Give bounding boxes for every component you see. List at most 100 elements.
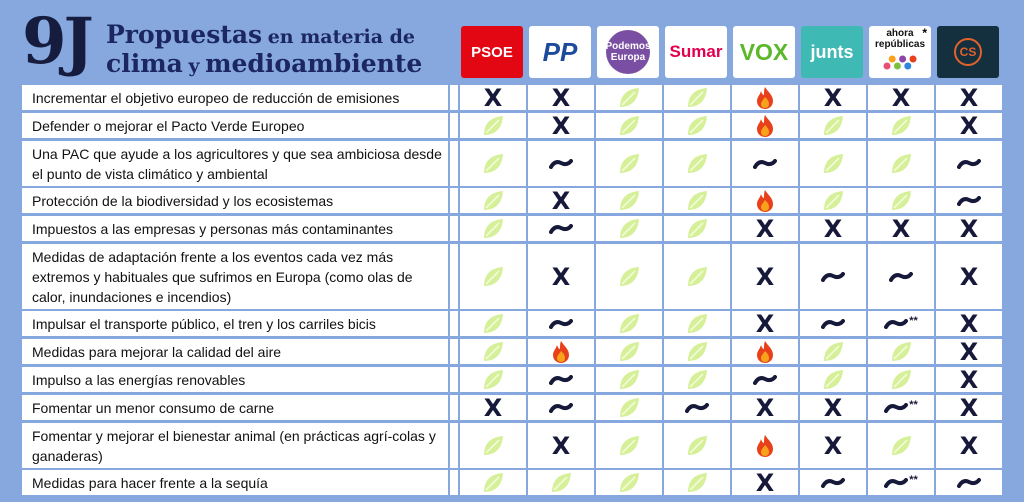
cell-psoe — [458, 141, 526, 186]
cell-sumar — [662, 311, 730, 336]
table-row: Protección de la biodiversidad y los eco… — [22, 187, 1002, 215]
leaf-icon — [892, 115, 911, 135]
leaf-icon — [484, 435, 503, 455]
table-row: Defender o mejorar el Pacto Verde Europe… — [22, 111, 1002, 140]
cell-cs — [934, 188, 1002, 213]
cell-vox: X — [730, 469, 798, 497]
cell-pp — [526, 395, 594, 420]
cell-vox — [730, 188, 798, 213]
cell-cs-x-mark: X — [959, 365, 979, 394]
cell-ahora — [866, 141, 934, 186]
logo-vox: VOX — [733, 26, 795, 78]
proposal-label: Incrementar el objetivo europeo de reduc… — [22, 85, 450, 110]
cell-vox-x-mark: X — [755, 214, 775, 243]
cell-sumar — [662, 339, 730, 364]
cell-junts — [798, 141, 866, 186]
cell-cs-x-mark: X — [959, 83, 979, 112]
cell-vox: X — [730, 244, 798, 309]
leaf-icon — [620, 397, 639, 417]
leaf-icon — [620, 472, 639, 492]
tilde-icon — [957, 195, 981, 206]
cell-cs: X — [934, 244, 1002, 309]
logo-psoe: PSOE — [461, 26, 523, 78]
table-row: Incrementar el objetivo europeo de reduc… — [22, 83, 1002, 112]
cell-sumar — [662, 470, 730, 495]
leaf-icon — [484, 218, 503, 238]
leaf-icon — [620, 190, 639, 210]
table-row: Fomentar y mejorar el bienestar animal (… — [22, 423, 1002, 468]
cell-psoe — [458, 339, 526, 364]
footnote-mark: ** — [909, 399, 918, 411]
fire-icon — [757, 340, 773, 363]
leaf-icon — [620, 341, 639, 361]
cell-psoe — [458, 367, 526, 392]
cell-junts: X — [798, 394, 866, 422]
leaf-icon — [484, 313, 503, 333]
cell-podemos — [594, 367, 662, 392]
proposal-label: Impulsar el transporte público, el tren … — [22, 311, 450, 336]
cell-pp: X — [526, 244, 594, 309]
table-row: Impulsar el transporte público, el tren … — [22, 310, 1002, 338]
proposal-label: Fomentar un menor consumo de carne — [22, 395, 450, 420]
cell-podemos — [594, 85, 662, 110]
cell-ahora — [866, 188, 934, 213]
leaf-icon — [620, 266, 639, 286]
cell-sumar — [662, 85, 730, 110]
leaf-icon — [620, 435, 639, 455]
logo-podemos: Podemos Europa — [597, 26, 659, 78]
cell-podemos — [594, 216, 662, 241]
cell-vox: X — [730, 394, 798, 422]
cell-cs: X — [934, 365, 1002, 394]
proposal-label: Impuestos a las empresas y personas más … — [22, 216, 450, 241]
cell-sumar — [662, 244, 730, 309]
logo-pp-text: PP — [542, 36, 578, 67]
footnote-mark: ** — [909, 315, 918, 327]
cell-podemos — [594, 339, 662, 364]
page-title: 9J Propuestas en materia de clima y medi… — [22, 4, 452, 82]
cell-podemos — [594, 470, 662, 495]
cell-podemos — [594, 423, 662, 468]
leaf-icon — [688, 153, 707, 173]
logo-vox-text: VOX — [739, 38, 789, 65]
cell-pp-x-mark: X — [551, 83, 571, 112]
tilde-icon — [549, 402, 573, 413]
cell-cs-x-mark: X — [959, 431, 979, 460]
leaf-icon — [620, 218, 639, 238]
cell-pp-x-mark: X — [551, 111, 571, 140]
cell-sumar — [662, 141, 730, 186]
logo-junts-text: junts — [810, 41, 854, 62]
cell-sumar — [662, 216, 730, 241]
cell-vox — [730, 113, 798, 138]
leaf-icon — [688, 190, 707, 210]
cell-psoe — [458, 113, 526, 138]
fire-icon — [757, 189, 773, 212]
cell-junts — [798, 311, 866, 336]
cell-sumar — [662, 367, 730, 392]
leaf-icon — [484, 341, 503, 361]
tilde-icon — [549, 374, 573, 385]
cell-podemos — [594, 244, 662, 309]
cell-pp-x-mark: X — [551, 262, 571, 291]
cell-pp: X — [526, 187, 594, 215]
table-row: Medidas para mejorar la calidad del aire… — [22, 338, 1002, 366]
fire-icon — [757, 86, 773, 109]
title-line1-big: Propuestas — [106, 20, 263, 49]
table-row: Impuestos a las empresas y personas más … — [22, 214, 1002, 243]
cell-ahora: ** — [866, 311, 934, 336]
cell-vox — [730, 367, 798, 392]
proposal-label: Medidas de adaptación frente a los event… — [22, 244, 450, 309]
cell-cs: X — [934, 214, 1002, 243]
cell-cs-x-mark: X — [959, 214, 979, 243]
cell-ahora — [866, 339, 934, 364]
title-line2-big2: medioambiente — [205, 49, 423, 78]
leaf-icon — [484, 153, 503, 173]
title-line1-small: en materia de — [267, 26, 416, 48]
proposal-label: Defender o mejorar el Pacto Verde Europe… — [22, 113, 450, 138]
cell-junts-x-mark: X — [823, 431, 843, 460]
proposal-label: Protección de la biodiversidad y los eco… — [22, 188, 450, 213]
cell-cs-x-mark: X — [959, 262, 979, 291]
cell-ahora — [866, 113, 934, 138]
leaf-icon — [484, 115, 503, 135]
cell-sumar — [662, 395, 730, 420]
table-row: Fomentar un menor consumo de carne X X X ** X — [22, 394, 1002, 422]
